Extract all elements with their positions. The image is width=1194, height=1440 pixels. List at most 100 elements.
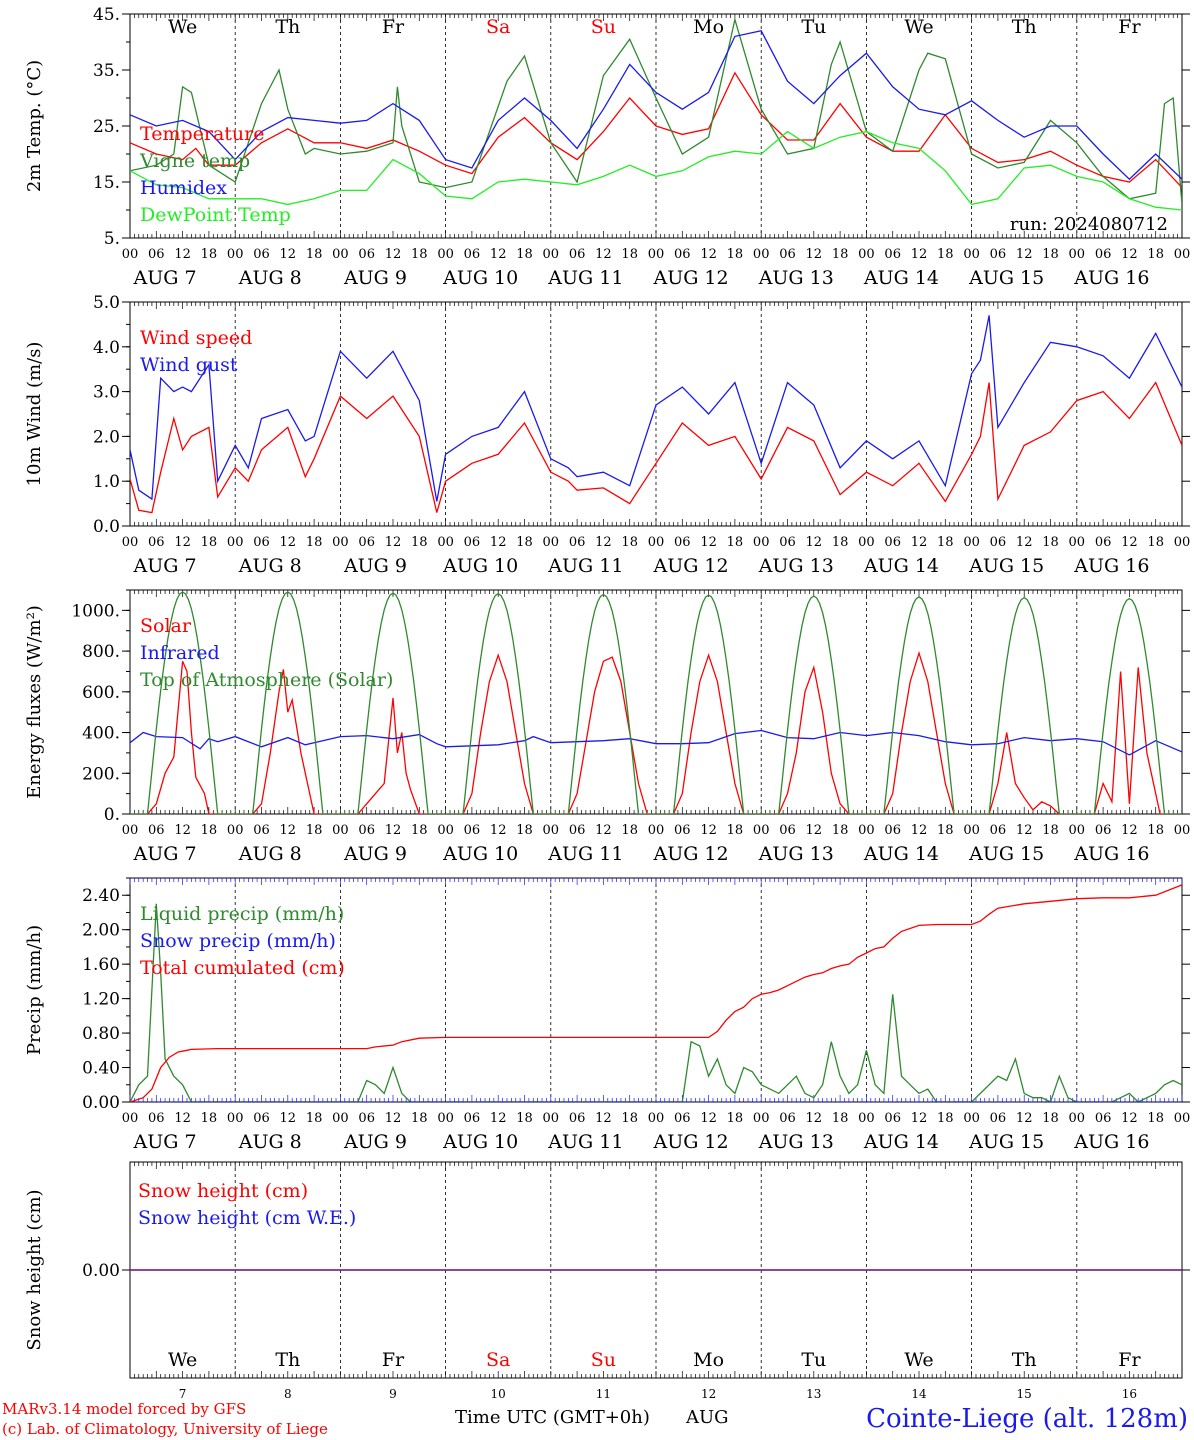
y-tick-label: 200. (82, 764, 120, 784)
hour-tick-label: 18 (306, 1111, 323, 1126)
hour-tick-label: 18 (1147, 535, 1164, 550)
hour-tick-label: 18 (1042, 535, 1059, 550)
date-label: AUG 8 (238, 267, 302, 289)
hour-tick-label: 12 (1016, 247, 1033, 262)
hour-tick-label: 12 (490, 1111, 507, 1126)
hour-tick-label: 12 (1121, 823, 1138, 838)
day-number-label: 13 (806, 1387, 821, 1401)
hour-tick-label: 00 (227, 1111, 244, 1126)
hour-tick-label: 12 (700, 535, 717, 550)
y-tick-label: 0.00 (82, 1261, 120, 1281)
hour-tick-label: 18 (937, 247, 954, 262)
date-label: AUG 11 (547, 267, 623, 289)
hour-tick-label: 00 (437, 1111, 454, 1126)
hour-tick-label: 00 (753, 247, 770, 262)
date-label: AUG 12 (652, 1131, 728, 1153)
weekday-label: Th (275, 1349, 300, 1371)
hour-tick-label: 18 (516, 535, 533, 550)
date-label: AUG 15 (968, 1131, 1044, 1153)
hour-tick-label: 12 (385, 823, 402, 838)
hour-tick-label: 12 (280, 247, 297, 262)
date-label: AUG 15 (968, 843, 1044, 865)
series-line-liquid-precip-mm-h- (130, 903, 1182, 1102)
weekday-label: Tu (801, 1349, 826, 1371)
hour-tick-label: 00 (1069, 535, 1086, 550)
hour-tick-label: 06 (358, 1111, 375, 1126)
weekday-label: Fr (382, 16, 405, 38)
date-label: AUG 11 (547, 555, 623, 577)
hour-tick-label: 12 (174, 1111, 191, 1126)
date-label: AUG 10 (442, 1131, 518, 1153)
hour-tick-label: 00 (1174, 247, 1191, 262)
hour-tick-label: 06 (253, 247, 270, 262)
hour-tick-label: 00 (1174, 1111, 1191, 1126)
y-tick-label: 600. (82, 683, 120, 703)
weekday-label: Mo (693, 1349, 724, 1371)
y-tick-label: 2.0 (93, 427, 120, 447)
hour-tick-label: 18 (516, 1111, 533, 1126)
hour-tick-label: 12 (1121, 247, 1138, 262)
hour-tick-label: 00 (858, 1111, 875, 1126)
hour-tick-label: 18 (832, 1111, 849, 1126)
hour-tick-label: 18 (411, 1111, 428, 1126)
legend-entry: Snow height (cm) (138, 1180, 308, 1202)
hour-tick-label: 12 (490, 823, 507, 838)
hour-tick-label: 12 (174, 535, 191, 550)
hour-tick-label: 18 (411, 535, 428, 550)
series-line-solar (130, 650, 1182, 814)
hour-tick-label: 18 (201, 247, 218, 262)
hour-tick-label: 18 (621, 823, 638, 838)
y-axis-label: Precip (mm/h) (24, 925, 45, 1055)
hour-tick-label: 06 (1095, 247, 1112, 262)
hour-tick-label: 06 (674, 823, 691, 838)
hour-tick-label: 12 (280, 535, 297, 550)
weekday-label: Su (591, 16, 616, 38)
hour-tick-label: 06 (253, 823, 270, 838)
hour-tick-label: 06 (884, 247, 901, 262)
weekday-label: Sa (486, 1349, 510, 1371)
hour-tick-label: 06 (569, 247, 586, 262)
legend-entry: Solar (140, 615, 192, 637)
panel-5: 0.00 Snow height (cm) We 7 Th 8 Fr 9 Sa 10 Su 11 Mo 1… (24, 1161, 1190, 1401)
hour-tick-label: 12 (911, 1111, 928, 1126)
hour-tick-label: 18 (621, 535, 638, 550)
date-label: AUG 9 (343, 267, 407, 289)
hour-tick-label: 12 (385, 535, 402, 550)
date-label: AUG 8 (238, 555, 302, 577)
hour-tick-label: 12 (385, 1111, 402, 1126)
y-tick-label: 2.00 (82, 921, 120, 941)
weekday-label: We (904, 16, 933, 38)
hour-tick-label: 00 (227, 823, 244, 838)
x-axis-month: AUG (685, 1407, 729, 1428)
y-tick-label: 800. (82, 642, 120, 662)
date-label: AUG 14 (863, 267, 939, 289)
hour-tick-label: 18 (832, 535, 849, 550)
y-tick-label: 45. (93, 5, 120, 25)
hour-tick-label: 18 (306, 247, 323, 262)
hour-tick-label: 00 (963, 535, 980, 550)
day-number-label: 9 (389, 1387, 397, 1401)
y-tick-label: 1.0 (93, 472, 120, 492)
hour-tick-label: 06 (358, 823, 375, 838)
weekday-label: Th (1012, 16, 1037, 38)
y-tick-label: 35. (93, 61, 120, 81)
hour-tick-label: 00 (332, 1111, 349, 1126)
date-label: AUG 11 (547, 843, 623, 865)
y-tick-label: 0.0 (93, 517, 120, 537)
series-line-total-cumulated-cm- (130, 884, 1182, 1102)
hour-tick-label: 06 (148, 535, 165, 550)
hour-tick-label: 06 (253, 1111, 270, 1126)
hour-tick-label: 06 (1095, 823, 1112, 838)
date-label: AUG 16 (1073, 1131, 1149, 1153)
series-line-humidex (130, 30, 1182, 181)
legend-entry: Wind speed (140, 327, 252, 349)
hour-tick-label: 18 (621, 247, 638, 262)
y-tick-label: 5. (104, 229, 120, 249)
weekday-label: Fr (1118, 16, 1141, 38)
date-label: AUG 16 (1073, 555, 1149, 577)
date-label: AUG 13 (758, 843, 834, 865)
hour-tick-label: 06 (990, 823, 1007, 838)
hour-tick-label: 06 (990, 535, 1007, 550)
hour-tick-label: 00 (332, 823, 349, 838)
date-label: AUG 13 (758, 555, 834, 577)
